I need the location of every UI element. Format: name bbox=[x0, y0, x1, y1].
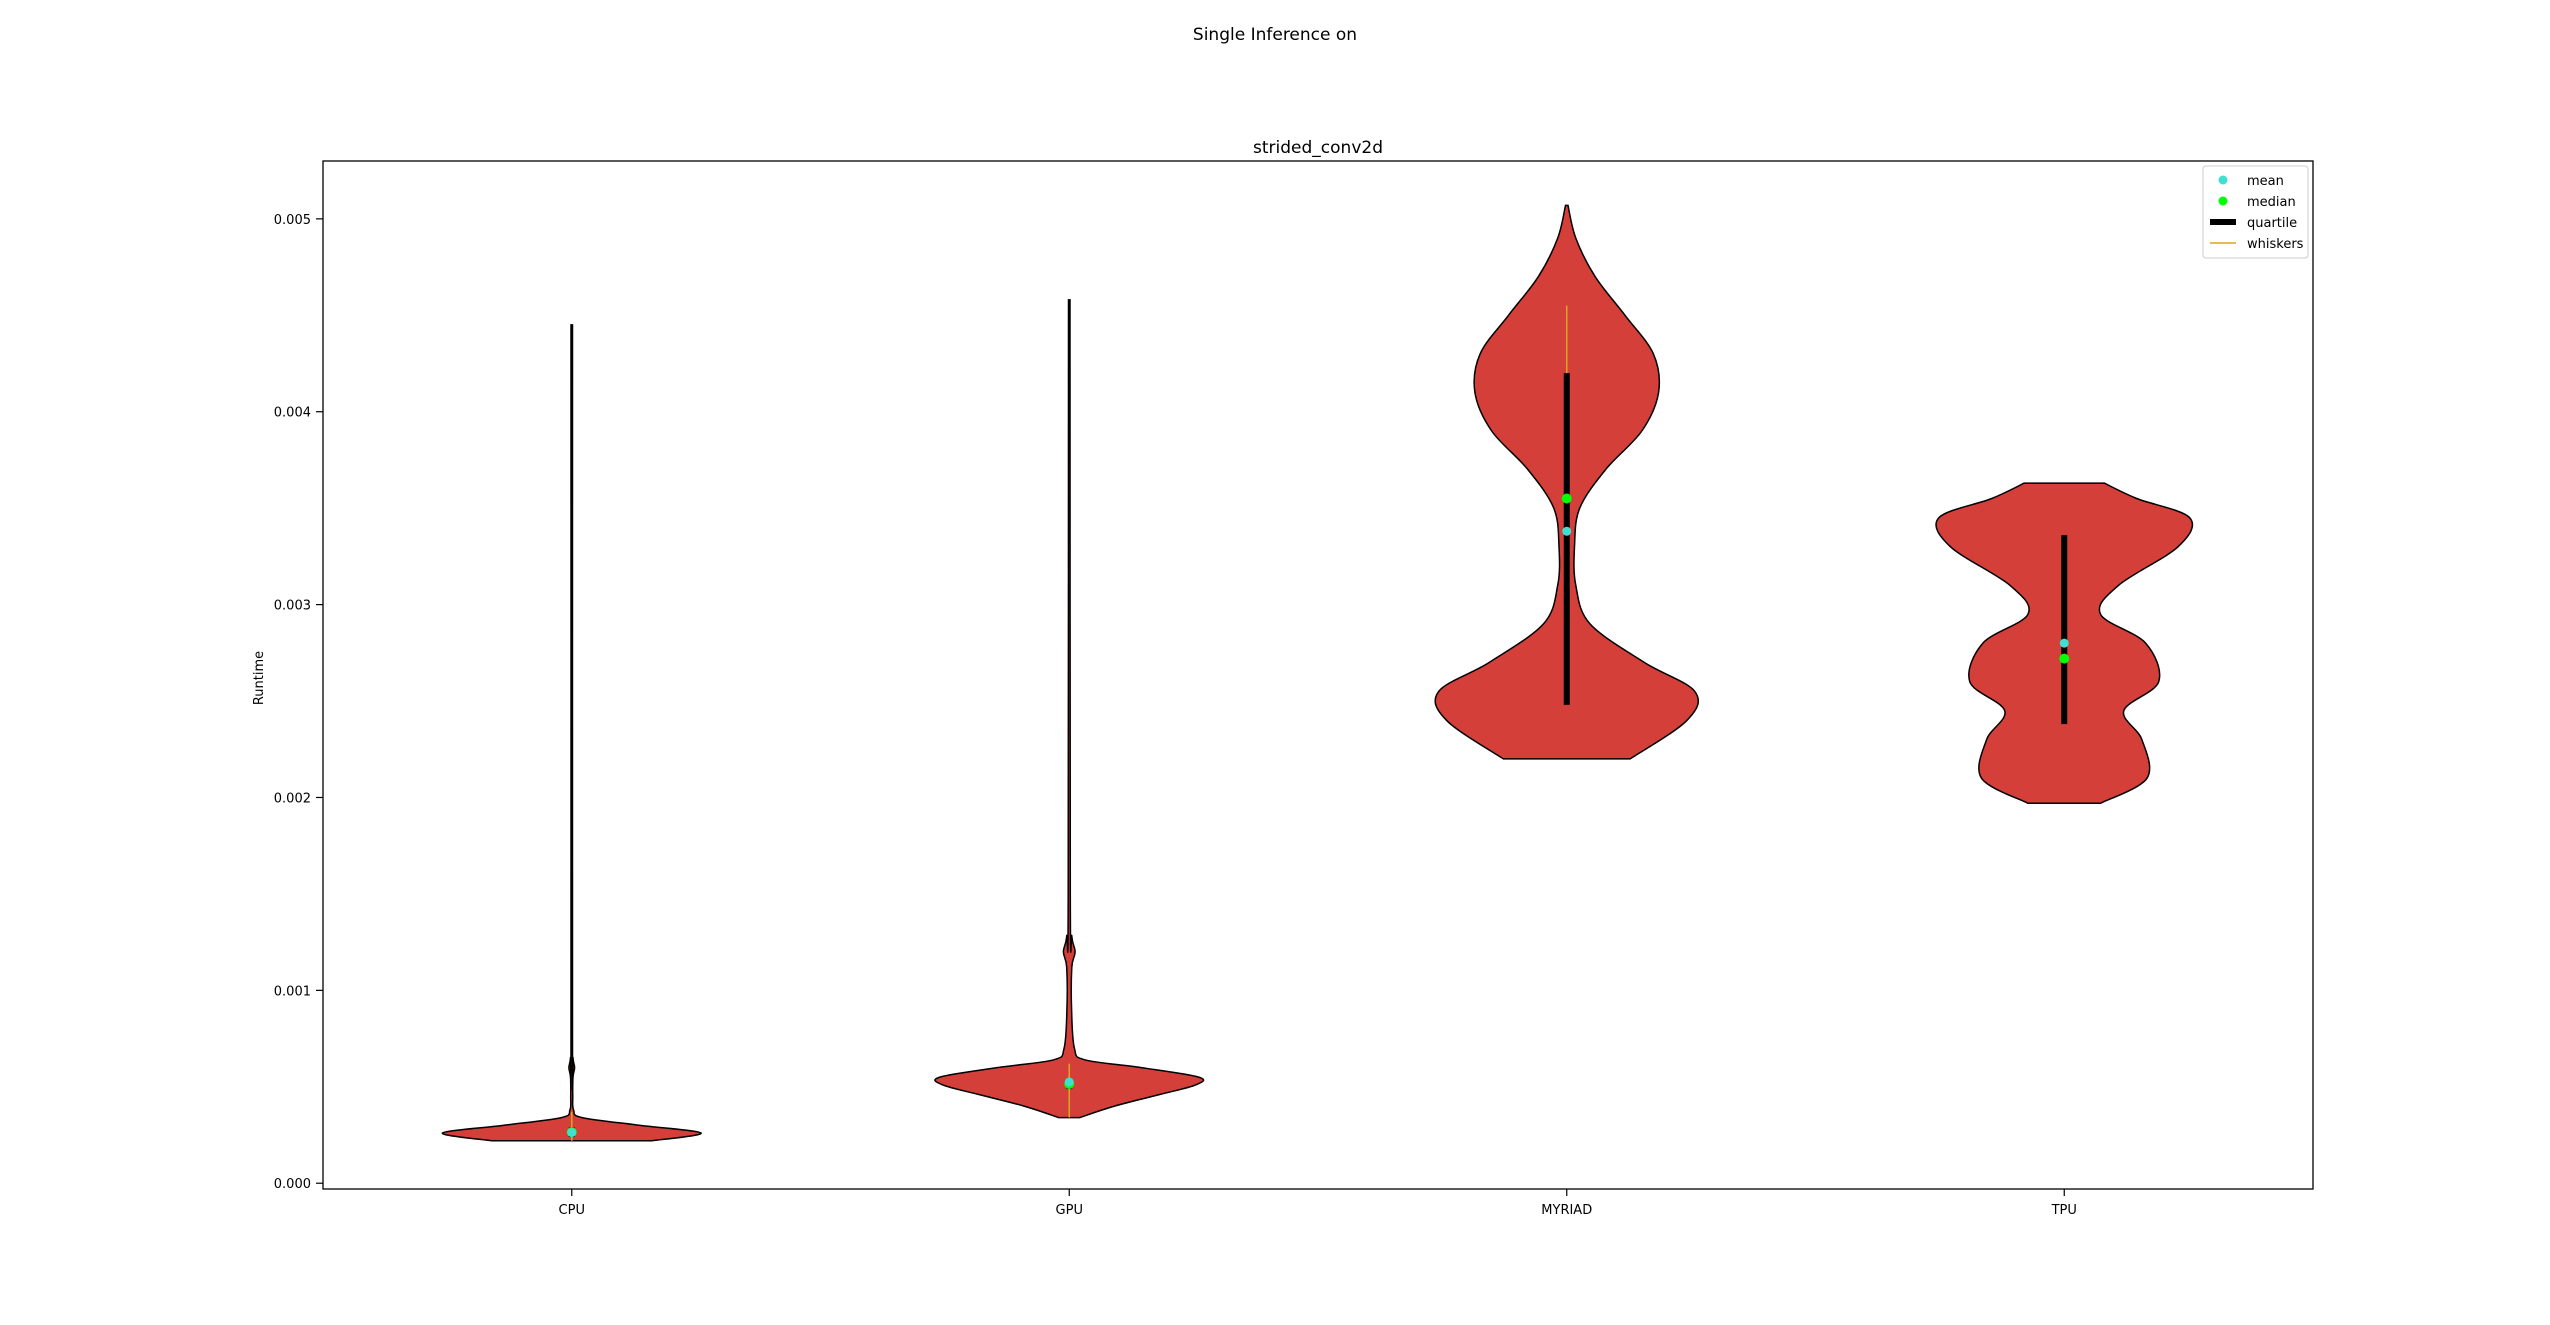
legend-label-mean: mean bbox=[2247, 174, 2284, 189]
mean-marker-tpu bbox=[2059, 638, 2069, 648]
y-tick-label: 0.005 bbox=[274, 213, 311, 228]
mean-marker-myriad bbox=[1562, 526, 1572, 536]
legend-box bbox=[2202, 165, 2309, 259]
mean-marker-gpu bbox=[1064, 1077, 1074, 1087]
y-axis-label: Runtime bbox=[252, 651, 267, 705]
y-tick-label: 0.003 bbox=[274, 599, 311, 614]
x-tick-label-tpu: TPU bbox=[2051, 1203, 2077, 1218]
legend-swatch-mean bbox=[2218, 175, 2228, 185]
x-tick-label-gpu: GPU bbox=[1056, 1203, 1083, 1218]
mean-marker-cpu bbox=[567, 1127, 577, 1137]
y-axis: 0.000 0.001 0.002 0.003 0.004 0.005 bbox=[274, 213, 323, 1192]
violin-gpu bbox=[934, 299, 1205, 1119]
stats-layer bbox=[566, 305, 2070, 1141]
x-axis: CPU GPU MYRIAD TPU bbox=[559, 1189, 2077, 1218]
chart-title: strided_conv2d bbox=[1253, 138, 1383, 158]
median-marker-tpu bbox=[2059, 653, 2070, 664]
legend-swatch-median bbox=[2218, 196, 2228, 206]
legend-label-median: median bbox=[2247, 195, 2296, 210]
x-tick-label-myriad: MYRIAD bbox=[1541, 1203, 1592, 1218]
y-tick-label: 0.001 bbox=[274, 984, 311, 999]
y-tick-label: 0.002 bbox=[274, 791, 311, 806]
legend-label-whiskers: whiskers bbox=[2247, 237, 2304, 252]
violin-cpu bbox=[441, 324, 702, 1142]
figure-suptitle: Single Inference on bbox=[1193, 25, 1357, 45]
y-tick-label: 0.000 bbox=[274, 1177, 311, 1192]
plot-frame bbox=[322, 160, 2314, 1190]
legend-label-quartile: quartile bbox=[2247, 216, 2297, 231]
median-marker-myriad bbox=[1561, 493, 1572, 504]
legend: mean median quartile whiskers bbox=[2202, 165, 2309, 259]
y-tick-label: 0.004 bbox=[274, 406, 311, 421]
x-tick-label-cpu: CPU bbox=[559, 1203, 585, 1218]
